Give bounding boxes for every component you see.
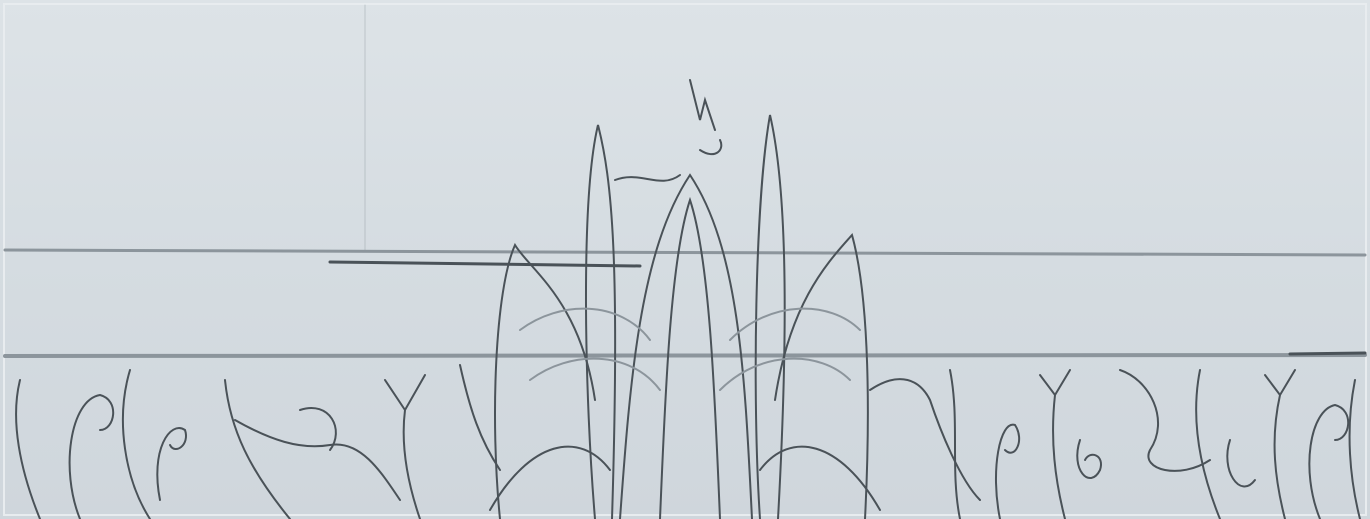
lower-band-dark	[1290, 353, 1365, 354]
photo	[0, 0, 1370, 519]
background	[0, 0, 1370, 519]
lower-band	[5, 355, 1365, 356]
page	[0, 0, 1370, 519]
